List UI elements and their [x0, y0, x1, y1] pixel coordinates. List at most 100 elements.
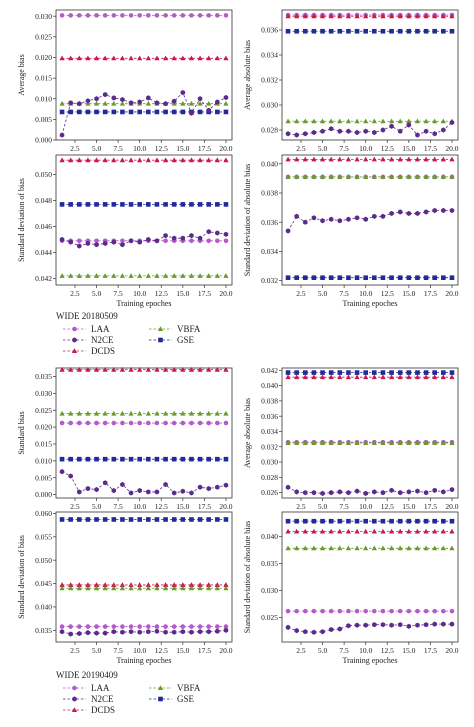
legend-label: LAA	[91, 683, 110, 693]
data-point	[102, 13, 108, 18]
data-point	[197, 55, 203, 61]
data-point	[311, 13, 317, 19]
data-point	[102, 240, 108, 246]
data-point	[163, 481, 168, 488]
data-point	[397, 490, 403, 496]
data-point	[406, 489, 412, 495]
data-point	[128, 202, 134, 207]
data-point	[449, 518, 455, 524]
data-point	[85, 366, 91, 372]
data-point	[215, 420, 220, 426]
data-point	[59, 55, 65, 61]
data-point	[363, 608, 368, 614]
data-point	[102, 582, 108, 587]
data-point	[215, 230, 220, 236]
data-point	[328, 528, 334, 534]
data-point	[215, 484, 220, 490]
data-point	[285, 624, 291, 630]
x-tick-label: 2.5	[70, 502, 80, 511]
data-point	[440, 13, 446, 19]
data-point	[354, 174, 360, 179]
x-tick-label: 12.5	[155, 502, 168, 511]
data-point	[449, 440, 455, 445]
data-point	[120, 96, 125, 103]
x-tick-label: 7.5	[113, 502, 123, 511]
x-tick-label: 5.0	[318, 289, 328, 298]
data-point	[120, 420, 125, 426]
data-point	[354, 370, 360, 375]
data-point	[389, 123, 394, 129]
data-point	[137, 624, 142, 629]
data-point	[85, 485, 91, 492]
series-dcds	[285, 528, 455, 534]
data-point	[85, 273, 91, 278]
data-point	[371, 156, 377, 162]
y-tick-label: 0.050	[35, 170, 52, 179]
y-tick-label: 0.044	[35, 248, 52, 257]
data-point	[380, 28, 386, 34]
data-point	[354, 608, 360, 614]
data-point	[285, 484, 291, 490]
data-point	[380, 127, 386, 133]
data-point	[449, 156, 455, 162]
series-gse	[59, 517, 229, 522]
series-laa	[59, 238, 229, 244]
data-point	[146, 95, 151, 101]
data-point	[68, 624, 73, 629]
data-point	[102, 273, 108, 278]
data-point	[163, 109, 168, 115]
x-tick-label: 12.5	[381, 144, 394, 153]
data-point	[128, 366, 134, 372]
data-point	[397, 608, 403, 614]
data-point	[94, 420, 99, 426]
data-point	[380, 518, 386, 524]
x-axis-label: Training epoches	[116, 299, 171, 308]
y-tick-label: 0.000	[35, 490, 52, 499]
data-point	[302, 370, 308, 375]
data-point	[76, 55, 82, 61]
data-point	[294, 174, 300, 179]
data-point	[77, 489, 82, 495]
data-point	[423, 528, 429, 534]
data-point	[154, 13, 160, 18]
data-point	[189, 202, 194, 207]
data-point	[206, 238, 212, 244]
data-point	[137, 582, 143, 587]
series-dcds	[285, 13, 455, 19]
data-point	[354, 488, 360, 494]
data-point	[111, 629, 117, 635]
chart-panel-1: 0.000 0.005 0.010 0.015 0.020 0.025 0.030 2.5 5.…	[17, 9, 233, 153]
data-point	[85, 624, 91, 629]
data-point	[406, 608, 412, 614]
data-point	[223, 517, 229, 522]
data-point	[93, 585, 100, 591]
y-tick-label: 0.025	[261, 613, 278, 622]
data-point	[337, 128, 343, 134]
data-point	[223, 366, 229, 372]
data-point	[388, 13, 395, 19]
series-gse	[285, 518, 455, 524]
data-point	[380, 528, 386, 534]
data-point	[354, 215, 360, 221]
data-point	[311, 118, 317, 124]
data-point	[406, 370, 412, 375]
data-point	[171, 235, 177, 241]
data-point	[171, 582, 177, 587]
data-point	[328, 490, 334, 496]
data-point	[163, 629, 168, 635]
data-point	[363, 622, 368, 628]
data-point	[206, 585, 212, 591]
x-tick-label: 7.5	[339, 502, 349, 511]
data-point	[154, 624, 160, 629]
data-point	[406, 528, 412, 534]
data-point	[337, 545, 343, 551]
y-tick-label: 0.035	[35, 626, 52, 635]
data-point	[59, 13, 65, 18]
data-point	[189, 490, 194, 496]
data-point	[320, 218, 325, 224]
data-point	[302, 518, 308, 524]
data-point	[85, 109, 91, 115]
data-point	[440, 156, 446, 162]
legend-title-wide1: WIDE 20180509	[56, 311, 118, 321]
data-point	[380, 440, 386, 445]
